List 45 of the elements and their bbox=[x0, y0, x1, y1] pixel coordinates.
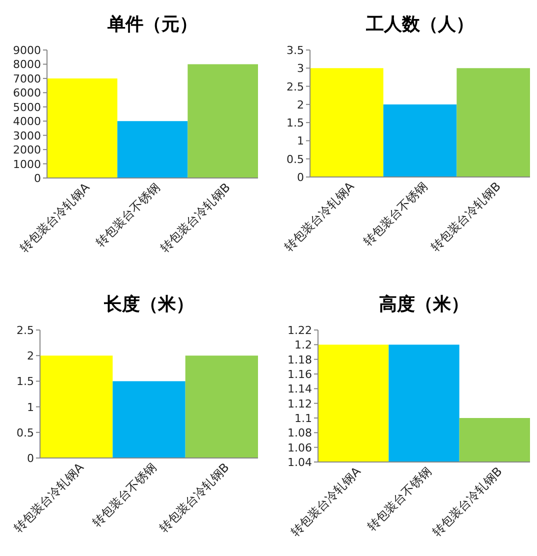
chart-title: 单件（元） bbox=[106, 14, 198, 35]
y-tick-label: 1.08 bbox=[288, 426, 312, 440]
y-tick-label: 1.04 bbox=[288, 456, 312, 469]
y-tick-label: 1.12 bbox=[288, 397, 312, 410]
y-tick-label: 0.5 bbox=[16, 426, 34, 440]
y-tick-label: 3000 bbox=[13, 129, 41, 142]
y-tick-label: 1 bbox=[297, 134, 304, 148]
y-tick-label: 2 bbox=[27, 350, 34, 363]
y-tick-label: 1.14 bbox=[288, 382, 312, 396]
bar bbox=[117, 121, 188, 178]
y-tick-label: 1.5 bbox=[286, 116, 304, 130]
y-tick-label: 0 bbox=[297, 171, 304, 184]
y-tick-label: 2 bbox=[297, 98, 304, 112]
y-tick-label: 0 bbox=[27, 452, 34, 465]
y-tick-label: 2.5 bbox=[16, 324, 34, 337]
y-tick-label: 1.22 bbox=[288, 324, 312, 337]
y-tick-label: 4000 bbox=[13, 115, 41, 128]
y-tick-label: 1.2 bbox=[294, 338, 312, 352]
chart-title: 高度（米） bbox=[379, 294, 469, 315]
bar bbox=[188, 64, 258, 178]
chart-title: 工人数（人） bbox=[365, 14, 474, 35]
y-tick-label: 1.06 bbox=[288, 441, 312, 454]
y-tick-label: 1000 bbox=[13, 158, 41, 171]
y-tick-label: 2.5 bbox=[286, 80, 304, 94]
x-tick-label: 转包装台不锈钢 bbox=[360, 179, 430, 249]
x-tick-label: 转包装台冷轧钢B bbox=[156, 460, 232, 536]
y-tick-label: 1 bbox=[27, 400, 34, 414]
chart-title: 长度（米） bbox=[103, 294, 194, 315]
y-tick-label: 0 bbox=[34, 172, 41, 185]
x-tick-label: 转包装台冷轧钢B bbox=[428, 179, 504, 254]
y-tick-label: 1.5 bbox=[16, 375, 34, 388]
y-tick-label: 6000 bbox=[13, 86, 41, 100]
y-tick-label: 2000 bbox=[13, 144, 41, 157]
y-tick-label: 1.18 bbox=[288, 353, 312, 366]
y-tick-label: 5000 bbox=[13, 100, 41, 114]
y-tick-label: 1.16 bbox=[288, 368, 312, 381]
y-tick-label: 3 bbox=[297, 62, 304, 76]
bar bbox=[47, 78, 118, 178]
y-tick-label: 7000 bbox=[13, 72, 41, 86]
y-tick-label: 8000 bbox=[13, 58, 41, 72]
y-tick-label: 3.5 bbox=[286, 44, 304, 57]
y-tick-label: 9000 bbox=[13, 44, 41, 57]
y-tick-label: 1.1 bbox=[294, 412, 312, 425]
y-tick-label: 0.5 bbox=[286, 152, 304, 166]
x-tick-label: 转包装台不锈钢 bbox=[90, 460, 160, 530]
